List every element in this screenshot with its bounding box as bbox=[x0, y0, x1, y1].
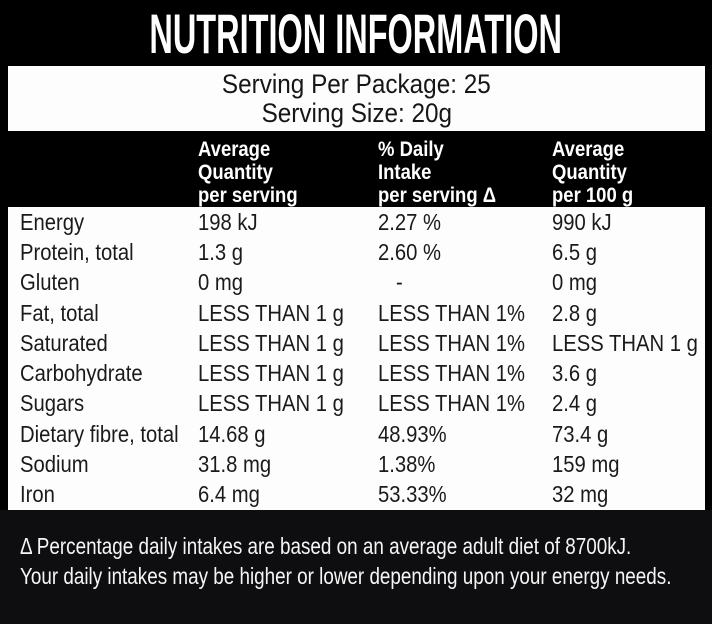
serving-size: Serving Size: 20g bbox=[261, 97, 452, 128]
table-row: Gluten 0 mg - 0 mg bbox=[8, 268, 712, 298]
table-header: Average Quantity per serving % Daily Int… bbox=[0, 131, 712, 207]
serving-info-box: Serving Per Package: 25 Serving Size: 20… bbox=[8, 66, 705, 131]
cell-per-serving: 0 mg bbox=[198, 269, 244, 296]
cell-per-100g: 73.4 g bbox=[552, 420, 609, 447]
row-label: Dietary fibre, total bbox=[20, 420, 179, 447]
cell-per-100g: LESS THAN 1 g bbox=[552, 329, 698, 356]
cell-per-100g: 32 mg bbox=[552, 481, 609, 508]
cell-per-serving: LESS THAN 1 g bbox=[198, 329, 344, 356]
table-row: Carbohydrate LESS THAN 1 g LESS THAN 1% … bbox=[8, 358, 712, 388]
cell-per-100g: 990 kJ bbox=[552, 208, 612, 235]
row-label: Protein, total bbox=[20, 238, 134, 265]
row-label: Energy bbox=[20, 208, 85, 235]
cell-per-100g: 0 mg bbox=[552, 269, 598, 296]
cell-daily-intake: LESS THAN 1% bbox=[378, 360, 525, 387]
row-label: Saturated bbox=[20, 329, 108, 356]
row-label: Fat, total bbox=[20, 299, 99, 326]
column-header-daily-intake: % Daily Intake per serving Δ bbox=[378, 138, 497, 207]
cell-daily-intake: 48.93% bbox=[378, 420, 447, 447]
table-body: Energy 198 kJ 2.27 % 990 kJ Protein, tot… bbox=[8, 207, 705, 510]
table-row: Iron 6.4 mg 53.33% 32 mg bbox=[8, 480, 712, 510]
cell-per-serving: 6.4 mg bbox=[198, 481, 260, 508]
cell-per-serving: 31.8 mg bbox=[198, 451, 272, 478]
cell-per-serving: LESS THAN 1 g bbox=[198, 299, 344, 326]
cell-per-serving: LESS THAN 1 g bbox=[198, 360, 344, 387]
row-label: Iron bbox=[20, 481, 55, 508]
column-header-per-serving: Average Quantity per serving bbox=[198, 138, 298, 207]
cell-per-serving: 1.3 g bbox=[198, 238, 244, 265]
cell-per-serving: 198 kJ bbox=[198, 208, 258, 235]
table-row: Fat, total LESS THAN 1 g LESS THAN 1% 2.… bbox=[8, 298, 712, 328]
row-label: Carbohydrate bbox=[20, 360, 143, 387]
footnote-line-2: Your daily intakes may be higher or lowe… bbox=[20, 563, 672, 589]
row-label: Sugars bbox=[20, 390, 85, 417]
cell-per-serving: LESS THAN 1 g bbox=[198, 390, 344, 417]
table-row: Dietary fibre, total 14.68 g 48.93% 73.4… bbox=[8, 419, 712, 449]
table-row: Sodium 31.8 mg 1.38% 159 mg bbox=[8, 449, 712, 479]
footnote-line-1: Δ Percentage daily intakes are based on … bbox=[20, 533, 632, 559]
cell-daily-intake: - bbox=[396, 269, 403, 296]
row-label: Gluten bbox=[20, 269, 80, 296]
footnote: Δ Percentage daily intakes are based on … bbox=[0, 510, 712, 624]
cell-per-100g: 2.8 g bbox=[552, 299, 598, 326]
table-row: Protein, total 1.3 g 2.60 % 6.5 g bbox=[8, 237, 712, 267]
cell-daily-intake: LESS THAN 1% bbox=[378, 299, 525, 326]
cell-per-100g: 6.5 g bbox=[552, 238, 598, 265]
cell-daily-intake: LESS THAN 1% bbox=[378, 390, 525, 417]
title-bar: NUTRITION INFORMATION bbox=[0, 0, 712, 66]
cell-per-100g: 159 mg bbox=[552, 451, 620, 478]
cell-per-100g: 2.4 g bbox=[552, 390, 598, 417]
table-row: Energy 198 kJ 2.27 % 990 kJ bbox=[8, 207, 712, 237]
serving-per-package: Serving Per Package: 25 bbox=[222, 68, 491, 99]
page-title: NUTRITION INFORMATION bbox=[149, 2, 563, 65]
table-row: Saturated LESS THAN 1 g LESS THAN 1% LES… bbox=[8, 328, 712, 358]
cell-daily-intake: LESS THAN 1% bbox=[378, 329, 525, 356]
column-header-per-100g: Average Quantity per 100 g bbox=[552, 138, 634, 207]
cell-per-serving: 14.68 g bbox=[198, 420, 266, 447]
cell-per-100g: 3.6 g bbox=[552, 360, 598, 387]
cell-daily-intake: 1.38% bbox=[378, 451, 436, 478]
cell-daily-intake: 2.60 % bbox=[378, 238, 442, 265]
cell-daily-intake: 2.27 % bbox=[378, 208, 442, 235]
row-label: Sodium bbox=[20, 451, 89, 478]
cell-daily-intake: 53.33% bbox=[378, 481, 447, 508]
table-row: Sugars LESS THAN 1 g LESS THAN 1% 2.4 g bbox=[8, 389, 712, 419]
